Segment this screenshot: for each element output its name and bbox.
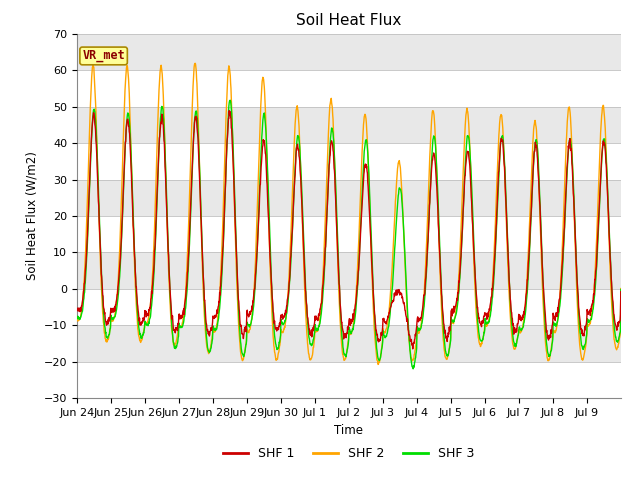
Text: VR_met: VR_met bbox=[82, 49, 125, 62]
Y-axis label: Soil Heat Flux (W/m2): Soil Heat Flux (W/m2) bbox=[25, 152, 38, 280]
Title: Soil Heat Flux: Soil Heat Flux bbox=[296, 13, 401, 28]
X-axis label: Time: Time bbox=[334, 424, 364, 437]
Bar bbox=[77, 143, 621, 180]
Bar bbox=[77, 70, 621, 107]
Legend: SHF 1, SHF 2, SHF 3: SHF 1, SHF 2, SHF 3 bbox=[218, 442, 479, 465]
Bar bbox=[77, 362, 621, 398]
Bar bbox=[77, 289, 621, 325]
Bar bbox=[77, 216, 621, 252]
